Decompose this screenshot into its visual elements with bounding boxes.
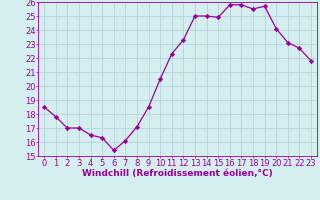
X-axis label: Windchill (Refroidissement éolien,°C): Windchill (Refroidissement éolien,°C)	[82, 169, 273, 178]
